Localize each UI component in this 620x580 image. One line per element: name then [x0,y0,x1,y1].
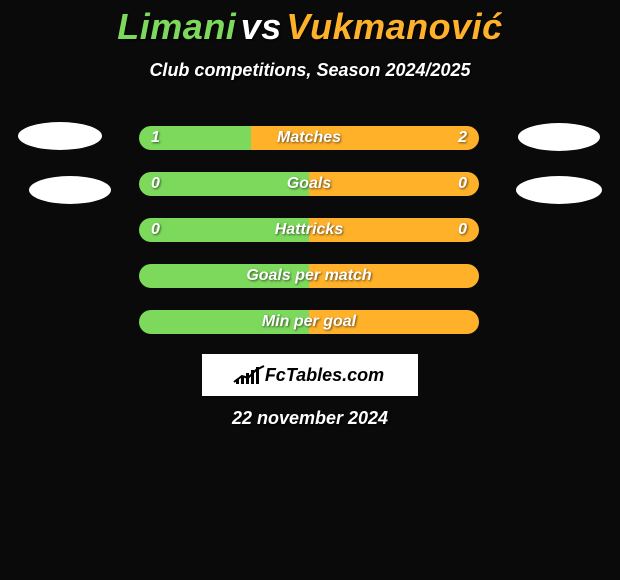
stat-row: 00Goals [139,172,479,196]
stat-label: Goals [139,172,479,196]
stat-label: Goals per match [139,264,479,288]
stat-row: Goals per match [139,264,479,288]
date-text: 22 november 2024 [0,408,620,429]
player-left-avatar-top [18,122,102,150]
stat-label: Hattricks [139,218,479,242]
brand-bars-icon [236,366,259,384]
player-right-avatar-top [518,123,600,151]
subtitle: Club competitions, Season 2024/2025 [0,60,620,81]
player-right-name: Vukmanović [286,6,502,47]
title-vs: vs [241,6,282,47]
title: Limani vs Vukmanović [0,6,620,48]
stat-row: 12Matches [139,126,479,150]
comparison-card: Limani vs Vukmanović Club competitions, … [0,0,620,580]
stat-rows: 12Matches 00Goals 00Hattricks Goals per mat… [139,126,479,356]
brand-badge: FcTables.com [202,354,418,396]
stat-row: Min per goal [139,310,479,334]
brand-text: FcTables.com [265,365,384,386]
stat-label: Matches [139,126,479,150]
player-left-name: Limani [117,6,236,47]
stat-label: Min per goal [139,310,479,334]
player-left-avatar-bottom [29,176,111,204]
stat-row: 00Hattricks [139,218,479,242]
player-right-avatar-bottom [516,176,602,204]
